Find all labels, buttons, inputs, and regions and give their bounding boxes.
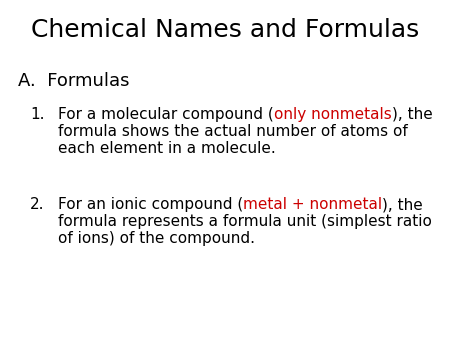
Text: Chemical Names and Formulas: Chemical Names and Formulas — [31, 18, 419, 42]
Text: For a molecular compound (: For a molecular compound ( — [58, 107, 274, 122]
Text: A.  Formulas: A. Formulas — [18, 72, 130, 90]
Text: ), the: ), the — [392, 107, 432, 122]
Text: formula represents a formula unit (simplest ratio: formula represents a formula unit (simpl… — [58, 214, 432, 229]
Text: formula shows the actual number of atoms of: formula shows the actual number of atoms… — [58, 124, 408, 139]
Text: metal + nonmetal: metal + nonmetal — [243, 197, 382, 212]
Text: For an ionic compound (: For an ionic compound ( — [58, 197, 243, 212]
Text: only nonmetals: only nonmetals — [274, 107, 392, 122]
Text: each element in a molecule.: each element in a molecule. — [58, 141, 276, 156]
Text: 1.: 1. — [30, 107, 45, 122]
Text: 2.: 2. — [30, 197, 45, 212]
Text: ), the: ), the — [382, 197, 423, 212]
Text: of ions) of the compound.: of ions) of the compound. — [58, 231, 255, 246]
